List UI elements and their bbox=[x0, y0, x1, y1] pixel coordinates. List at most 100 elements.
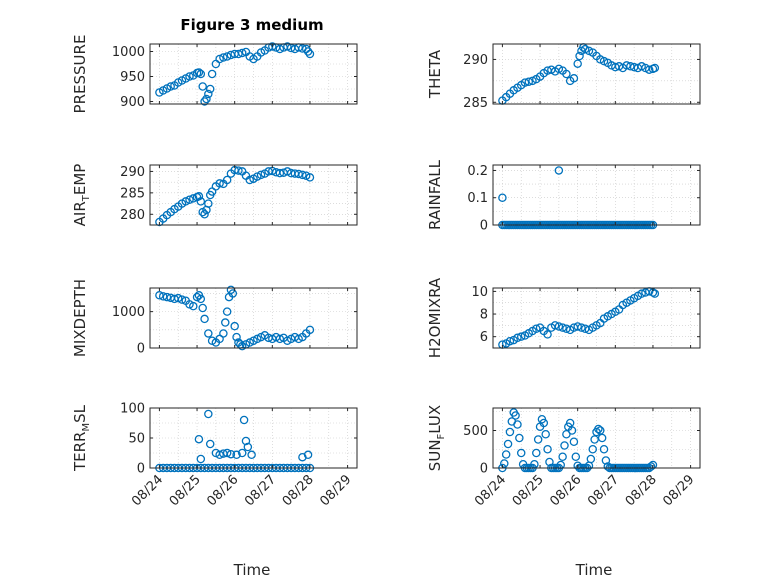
grid-lines bbox=[493, 408, 700, 469]
data-point bbox=[303, 450, 313, 460]
data-point bbox=[505, 336, 515, 346]
data-point bbox=[513, 420, 522, 429]
y-tick-label: 100 bbox=[120, 402, 145, 417]
data-point bbox=[305, 325, 315, 335]
y-tick-label: 0 bbox=[137, 462, 145, 477]
series-markers bbox=[498, 408, 658, 473]
data-point bbox=[222, 52, 232, 61]
data-point bbox=[646, 462, 656, 471]
data-point bbox=[234, 166, 243, 175]
data-point bbox=[215, 450, 224, 460]
data-point bbox=[560, 441, 569, 450]
series-markers bbox=[498, 287, 660, 349]
x-tick-label: 08/25 bbox=[510, 472, 547, 509]
x-tick-label: 08/29 bbox=[660, 472, 697, 509]
data-point bbox=[569, 74, 579, 83]
x-tick-label: 08/26 bbox=[204, 472, 241, 509]
data-point bbox=[219, 53, 228, 62]
data-point bbox=[562, 429, 571, 439]
data-point bbox=[520, 78, 530, 87]
data-point bbox=[275, 44, 285, 54]
data-point bbox=[237, 448, 247, 458]
data-point bbox=[541, 429, 550, 439]
x-axis-label-right: Time bbox=[575, 561, 613, 579]
y-tick-label: 1000 bbox=[112, 305, 145, 320]
data-point bbox=[222, 307, 232, 316]
y-tick-label: 285 bbox=[463, 96, 488, 111]
data-point bbox=[204, 409, 213, 419]
y-tick-label: 900 bbox=[120, 95, 145, 110]
data-point bbox=[200, 314, 209, 324]
axes-box bbox=[149, 43, 358, 105]
y-tick-label: 500 bbox=[463, 424, 488, 439]
data-point bbox=[644, 65, 654, 74]
y-tick-label: 0 bbox=[480, 462, 488, 477]
data-point bbox=[626, 62, 635, 71]
data-point bbox=[268, 42, 277, 51]
data-point bbox=[543, 330, 552, 339]
figure-title: Figure 3 medium bbox=[180, 16, 323, 34]
data-point bbox=[196, 294, 206, 304]
data-point bbox=[543, 444, 552, 454]
data-point bbox=[500, 459, 509, 468]
y-tick-label: 280 bbox=[120, 208, 145, 223]
data-point bbox=[155, 291, 164, 300]
y-tick-label: 0.1 bbox=[467, 191, 488, 206]
data-point bbox=[622, 61, 631, 70]
series-markers bbox=[155, 285, 315, 351]
x-tick-label: 08/26 bbox=[547, 472, 584, 509]
y-axis-label: SUNFLUX bbox=[426, 405, 447, 471]
data-point bbox=[513, 333, 522, 343]
data-point bbox=[215, 179, 224, 188]
data-point bbox=[532, 448, 541, 458]
data-point bbox=[232, 332, 241, 342]
grid-lines bbox=[493, 288, 700, 349]
x-tick-label: 08/24 bbox=[472, 472, 509, 509]
data-point bbox=[245, 175, 254, 185]
data-point bbox=[503, 439, 513, 449]
data-point bbox=[230, 321, 239, 331]
data-point bbox=[189, 194, 198, 203]
grid-lines bbox=[150, 288, 357, 349]
data-point bbox=[241, 436, 251, 446]
data-point bbox=[562, 69, 571, 79]
data-point bbox=[294, 169, 303, 179]
data-point bbox=[173, 293, 183, 303]
data-point bbox=[594, 424, 603, 434]
x-tick-label: 08/25 bbox=[167, 472, 204, 509]
y-tick-label: 0.2 bbox=[467, 164, 488, 179]
data-point bbox=[200, 210, 209, 219]
data-point bbox=[256, 170, 266, 180]
data-point bbox=[588, 444, 597, 454]
data-point bbox=[573, 59, 582, 68]
data-point bbox=[219, 329, 228, 338]
data-point bbox=[516, 332, 526, 341]
subplot-5: 0 1000 MIXDEPTH bbox=[71, 279, 358, 357]
axes-box bbox=[149, 164, 358, 226]
y-axis-label: PRESSURE bbox=[71, 35, 89, 114]
data-point bbox=[586, 454, 596, 464]
data-point bbox=[558, 323, 567, 332]
y-axis-label: RAINFALL bbox=[426, 159, 444, 230]
data-point bbox=[166, 82, 175, 91]
y-tick-label: 8 bbox=[480, 308, 488, 323]
subplot-8: 08/24 08/25 08/26 08/27 08/28 08/29 0 500 SUNFLU… bbox=[426, 405, 701, 509]
subplot-1: 900 950 1000 PRESSURE bbox=[71, 35, 358, 114]
x-axis-label-left: Time bbox=[233, 561, 271, 579]
data-point bbox=[573, 322, 582, 331]
data-point bbox=[303, 47, 313, 56]
data-point bbox=[601, 456, 611, 465]
y-axis-label: H2OMIXRA bbox=[426, 277, 444, 358]
data-point bbox=[204, 199, 213, 208]
data-point bbox=[571, 452, 581, 461]
data-point bbox=[283, 42, 292, 51]
data-point bbox=[554, 166, 564, 175]
data-point bbox=[185, 72, 194, 81]
data-point bbox=[575, 51, 584, 61]
data-point bbox=[558, 452, 567, 461]
data-point bbox=[545, 457, 554, 467]
axes-box bbox=[492, 164, 701, 226]
axes-box bbox=[492, 43, 701, 105]
